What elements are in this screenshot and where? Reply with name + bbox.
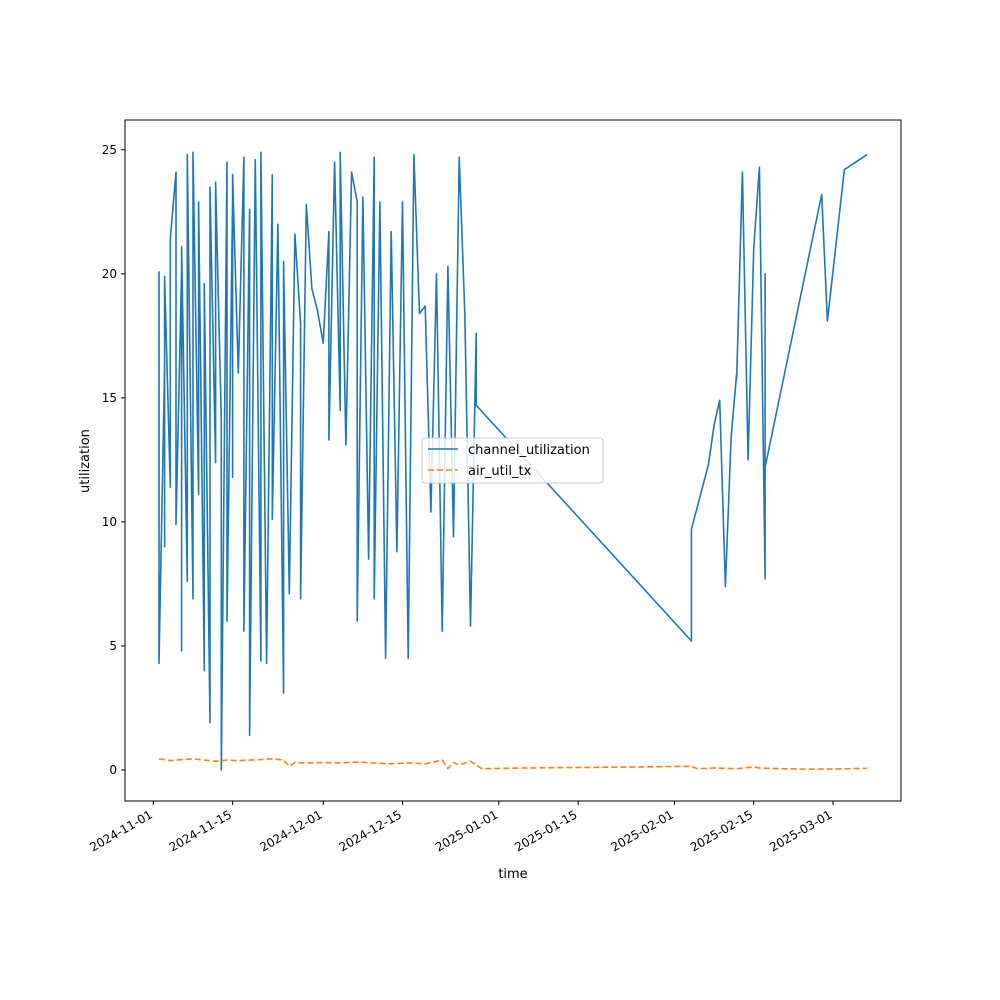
x-tick-label: 2025-02-01 bbox=[609, 807, 676, 854]
x-tick-label: 2024-11-15 bbox=[167, 807, 234, 854]
series-line-channel-utilization bbox=[158, 151, 868, 771]
x-tick-label: 2025-01-01 bbox=[433, 807, 500, 854]
y-axis-label: utilization bbox=[78, 429, 93, 493]
y-tick-label: 15 bbox=[102, 391, 117, 405]
x-tick-label: 2025-03-01 bbox=[767, 807, 834, 854]
x-tick-label: 2024-12-15 bbox=[337, 807, 404, 854]
legend-label-channel-utilization: channel_utilization bbox=[468, 443, 590, 458]
y-tick-label: 5 bbox=[109, 639, 117, 653]
legend: channel_utilization air_util_tx bbox=[421, 437, 604, 484]
y-axis: 0 5 10 15 20 25 bbox=[102, 143, 125, 777]
plot-frame bbox=[124, 119, 902, 802]
legend-box bbox=[421, 437, 604, 484]
x-axis-label: time bbox=[498, 867, 527, 882]
legend-label-air-util-tx: air_util_tx bbox=[468, 464, 532, 479]
plot-area bbox=[124, 119, 902, 802]
y-tick-label: 20 bbox=[102, 267, 117, 281]
y-tick-label: 25 bbox=[102, 143, 117, 157]
x-axis: 2024-11-01 2024-11-15 2024-12-01 2024-12-15… bbox=[87, 801, 835, 854]
x-tick-label: 2025-01-15 bbox=[512, 807, 579, 854]
x-tick-label: 2024-12-01 bbox=[257, 807, 324, 854]
series-layer bbox=[158, 151, 868, 771]
y-tick-label: 10 bbox=[102, 515, 117, 529]
x-tick-label: 2025-02-15 bbox=[688, 807, 755, 854]
series-line-air-util-tx bbox=[158, 757, 868, 771]
x-tick-label: 2024-11-01 bbox=[87, 807, 154, 854]
y-tick-label: 0 bbox=[109, 763, 117, 777]
